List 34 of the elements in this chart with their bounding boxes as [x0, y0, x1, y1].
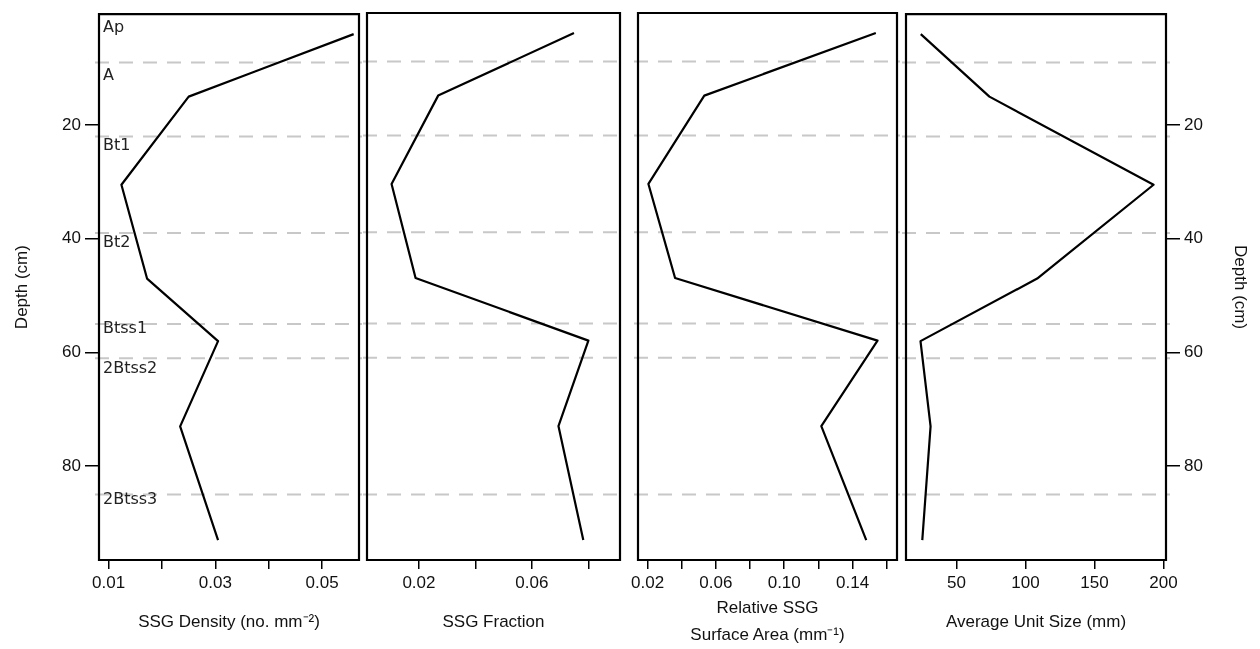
x-axis-title: SSG Density (no. mm⁻²)	[138, 611, 320, 631]
x-tick-label: 0.06	[515, 572, 549, 592]
annotation: Btss1	[103, 318, 148, 338]
x-axis-title: Relative SSG Surface Area (mm⁻¹)	[690, 598, 845, 645]
y2-tick-label: 40	[1184, 228, 1203, 248]
annotation: 2Btss3	[103, 489, 158, 509]
x-tick-label: 50	[946, 572, 966, 592]
x-axis-title: Average Unit Size (mm)	[945, 611, 1127, 631]
x-tick-label: 0.05	[305, 572, 339, 592]
annotation: Bt2	[103, 232, 131, 252]
x-tick-label: 0.01	[92, 572, 126, 592]
x-tick-label: 150	[1080, 572, 1109, 592]
x-tick-label: 0.02	[631, 572, 665, 592]
x-tick-label: 200	[1149, 572, 1178, 592]
x-tick-label: 100	[1011, 572, 1040, 592]
x-axis-title: SSG Fraction	[442, 611, 545, 631]
x-tick-label: 0.06	[699, 572, 733, 592]
annotation: 2Btss2	[103, 358, 158, 378]
x-tick-label: 0.02	[402, 572, 436, 592]
annotation: A	[103, 65, 114, 85]
y-tick-label: 80	[62, 455, 81, 475]
y2-axis-title: Depth (cm)	[1231, 245, 1251, 330]
x-tick-label: 0.03	[198, 572, 232, 592]
annotation: Ap	[103, 17, 125, 37]
y2-tick-label: 20	[1184, 114, 1203, 134]
y2-tick-label: 80	[1184, 455, 1203, 475]
annotation: Bt1	[103, 135, 131, 155]
y-tick-label: 20	[62, 114, 81, 134]
x-tick-label: 0.10	[767, 572, 801, 592]
y-tick-label: 40	[62, 228, 81, 248]
x-tick-label: 0.14	[836, 572, 870, 592]
y-axis-title: Depth (cm)	[11, 245, 31, 330]
y-tick-label: 60	[62, 342, 81, 362]
y2-tick-label: 60	[1184, 342, 1203, 362]
